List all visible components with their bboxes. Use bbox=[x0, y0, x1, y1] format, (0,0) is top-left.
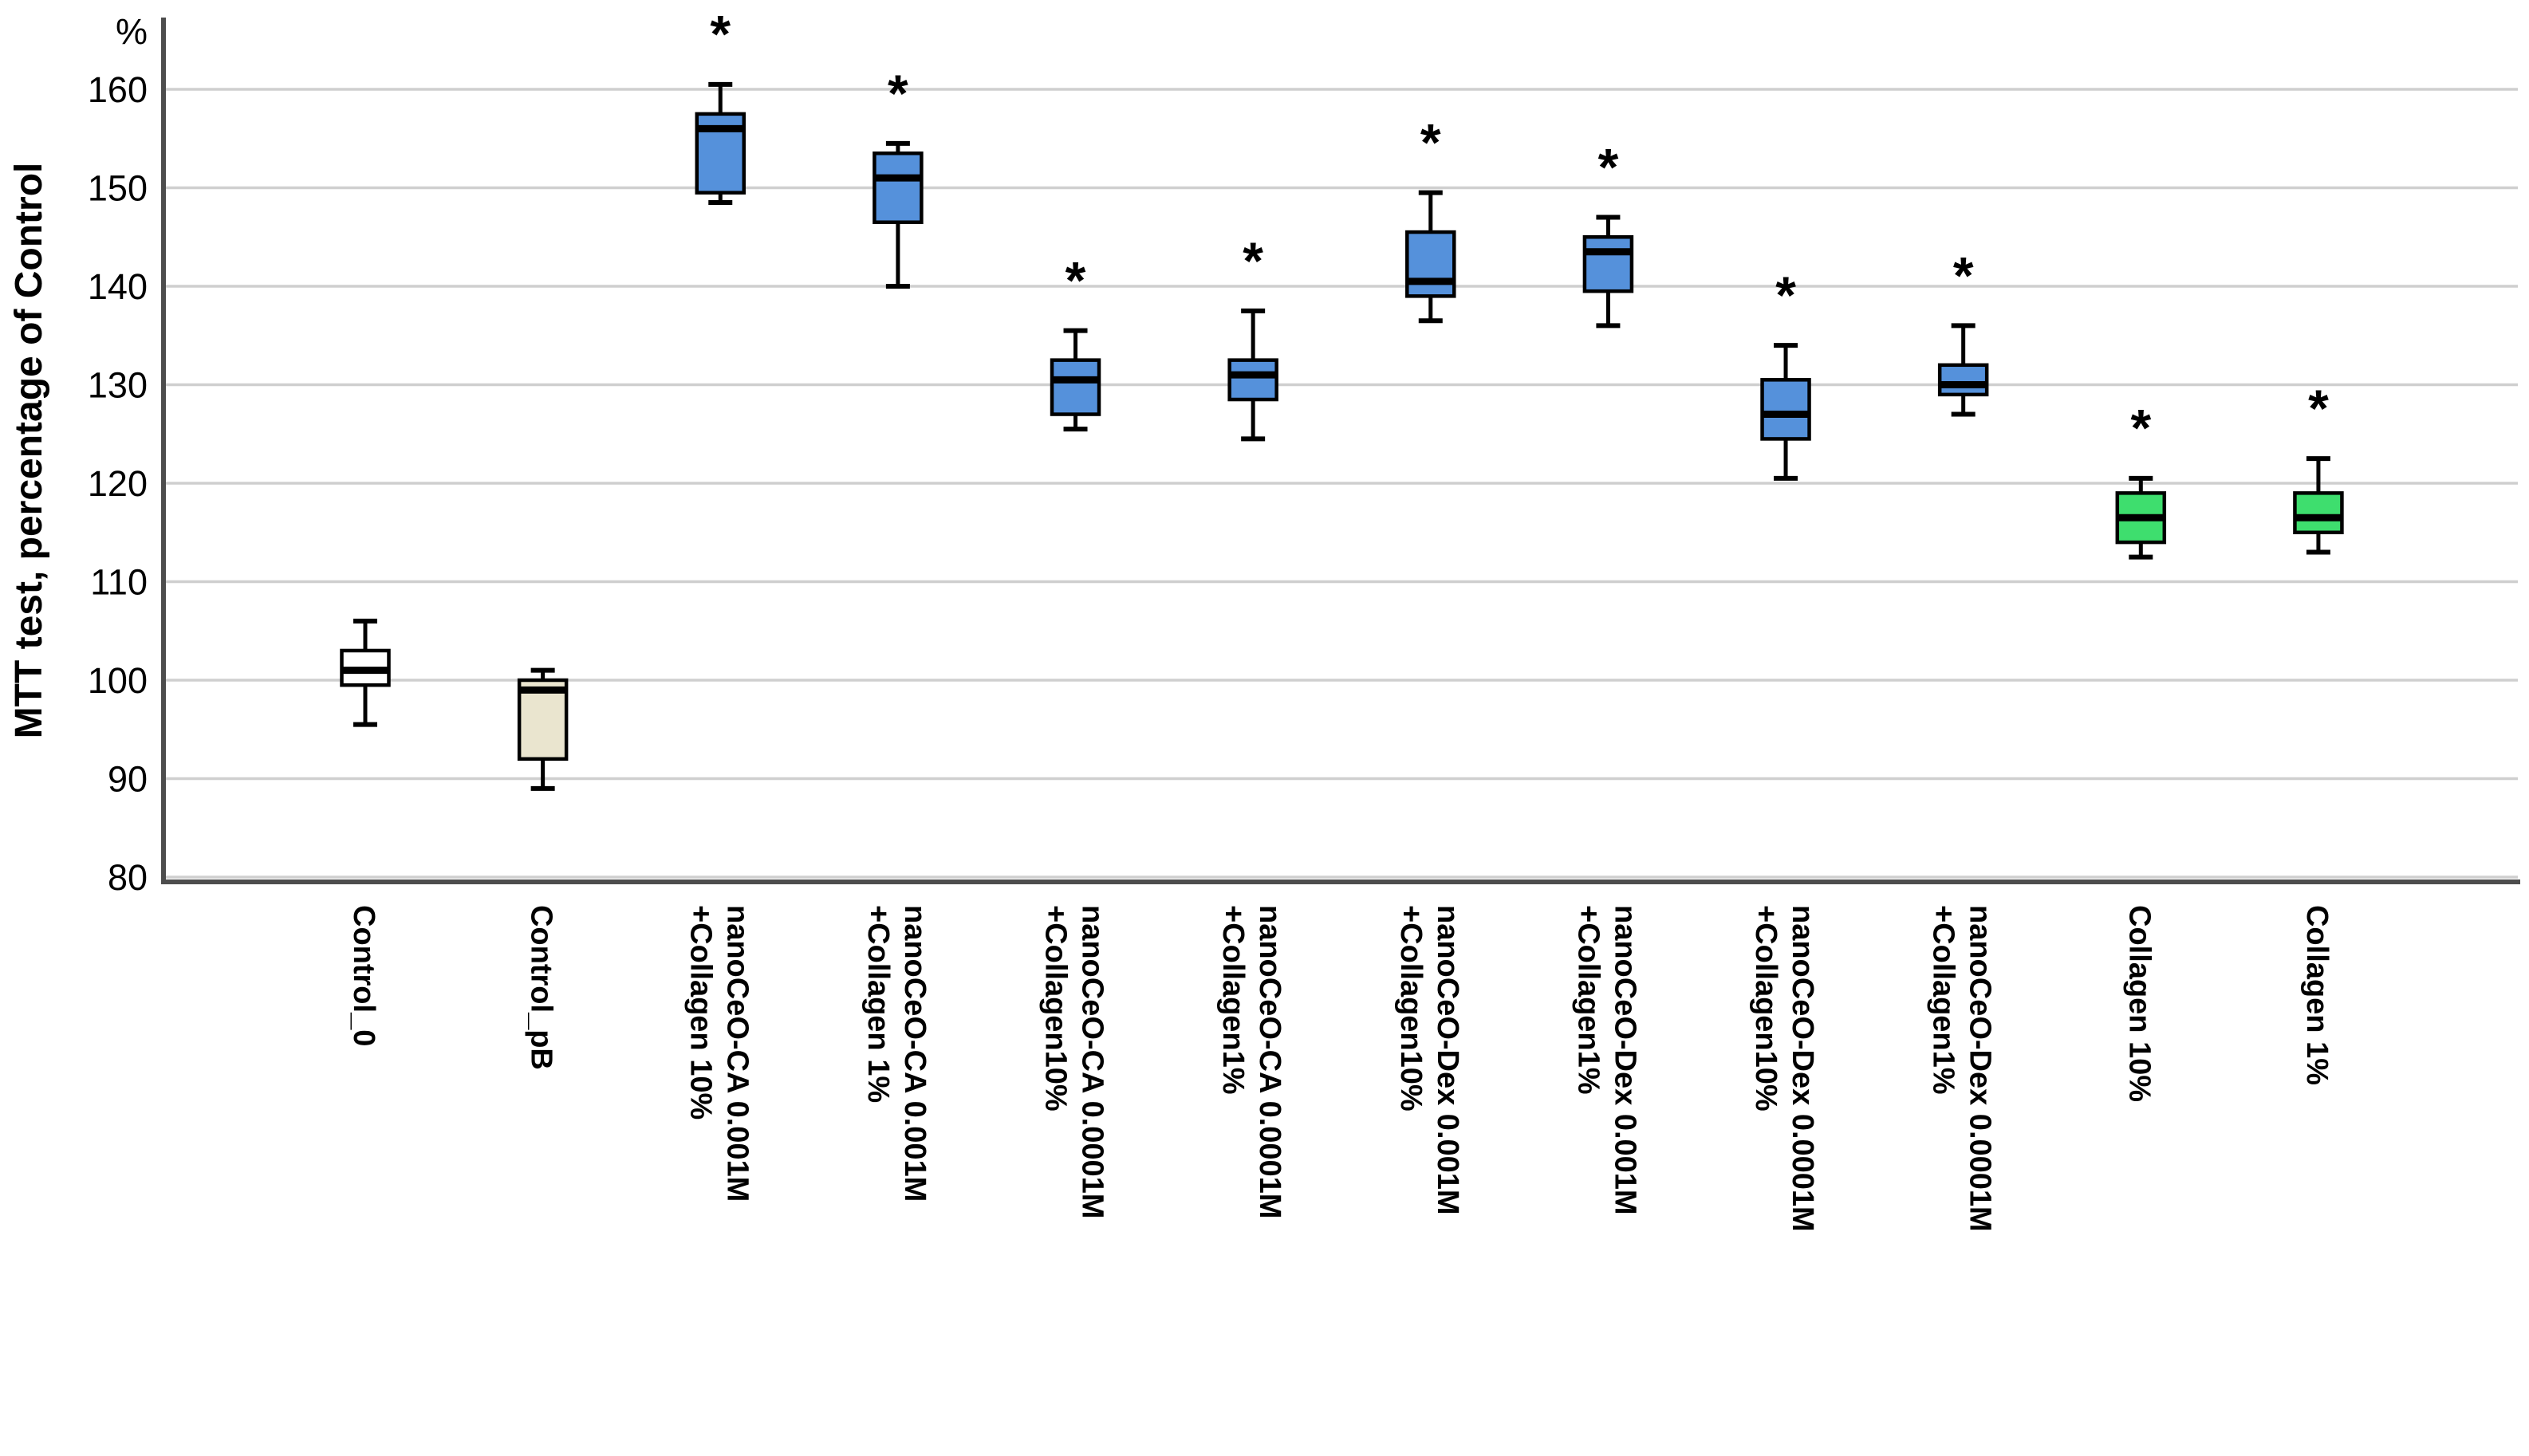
box-group: * bbox=[1050, 250, 1101, 432]
box-group: * bbox=[2293, 379, 2344, 555]
axes-layer bbox=[161, 18, 2520, 884]
category-label: +Collagen10% bbox=[1394, 905, 1428, 1112]
iqr-box bbox=[1582, 235, 1634, 293]
category-label: nanoCeO-CA 0.0001M bbox=[1076, 905, 1109, 1218]
category-label: +Collagen1% bbox=[1927, 905, 1960, 1095]
category-label: +Collagen10% bbox=[1039, 905, 1073, 1112]
significance-asterisk: * bbox=[710, 5, 731, 64]
y-axis-title: MTT test, percentage of Control bbox=[8, 163, 50, 739]
box-group: * bbox=[873, 64, 924, 289]
box-group bbox=[517, 667, 569, 791]
category-label: +Collagen 10% bbox=[683, 905, 717, 1120]
box-group: * bbox=[695, 5, 746, 206]
significance-asterisk: * bbox=[888, 64, 908, 123]
category-labels-layer: Control_0 Control_pB nanoCeO-CA 0.001M+Col… bbox=[347, 905, 2334, 1232]
significance-asterisk: * bbox=[1066, 250, 1086, 309]
category-label: Control_0 bbox=[347, 905, 380, 1046]
significance-asterisk: * bbox=[2308, 379, 2329, 438]
significance-asterisk: * bbox=[1598, 137, 1619, 196]
box-group bbox=[340, 618, 391, 727]
y-tick-label: 90 bbox=[108, 759, 148, 800]
significance-asterisk: * bbox=[1953, 246, 1974, 305]
iqr-box bbox=[1937, 363, 1989, 397]
y-tick-label: 120 bbox=[88, 463, 148, 504]
y-tick-label: 100 bbox=[88, 660, 148, 701]
iqr-box bbox=[1050, 358, 1101, 416]
category-label: +Collagen1% bbox=[1216, 905, 1250, 1095]
iqr-box bbox=[1760, 378, 1811, 441]
iqr-box bbox=[1227, 358, 1278, 402]
significance-asterisk: * bbox=[2130, 399, 2151, 458]
category-label: nanoCeO-CA 0.0001M bbox=[1253, 905, 1286, 1218]
y-tick-label: 160 bbox=[88, 69, 148, 110]
category-label: Collagen 10% bbox=[2122, 905, 2156, 1102]
iqr-box bbox=[2293, 491, 2344, 534]
box-group: * bbox=[1582, 137, 1634, 329]
y-unit-label: % bbox=[116, 11, 148, 52]
category-label: nanoCeO-Dex 0.001M bbox=[1431, 905, 1464, 1215]
gridlines-layer bbox=[163, 88, 2518, 879]
significance-asterisk: * bbox=[1775, 266, 1796, 325]
box-group: * bbox=[1937, 246, 1989, 417]
category-label: nanoCeO-Dex 0.0001M bbox=[1786, 905, 1819, 1232]
y-tick-label: 130 bbox=[88, 365, 148, 406]
category-label: +Collagen10% bbox=[1749, 905, 1783, 1112]
category-label: +Collagen1% bbox=[1571, 905, 1605, 1095]
boxes-layer: * * * * * * * * * * bbox=[340, 5, 2344, 791]
category-label: Collagen 1% bbox=[2300, 905, 2334, 1085]
category-label: nanoCeO-CA 0.001M bbox=[898, 905, 932, 1202]
y-tick-label: 140 bbox=[88, 266, 148, 307]
y-tick-label: 110 bbox=[90, 562, 148, 603]
category-label: nanoCeO-Dex 0.001M bbox=[1608, 905, 1641, 1215]
category-label: +Collagen 1% bbox=[861, 905, 895, 1103]
category-label: nanoCeO-Dex 0.0001M bbox=[1964, 905, 1997, 1232]
category-label: Control_pB bbox=[525, 905, 558, 1070]
category-label: nanoCeO-CA 0.001M bbox=[720, 905, 754, 1202]
box-group: * bbox=[1227, 231, 1278, 442]
box-group: * bbox=[1760, 266, 1811, 481]
box-group: * bbox=[1405, 113, 1456, 324]
y-tick-label: 150 bbox=[88, 168, 148, 209]
y-tick-label: 80 bbox=[108, 857, 148, 898]
iqr-box bbox=[873, 152, 924, 224]
significance-asterisk: * bbox=[1243, 231, 1263, 290]
iqr-box bbox=[1405, 230, 1456, 298]
box-group: * bbox=[2115, 399, 2167, 560]
significance-asterisk: * bbox=[1420, 113, 1441, 172]
y-tick-labels: 80 90 100 110 120 130 140 150 160 bbox=[88, 69, 148, 898]
